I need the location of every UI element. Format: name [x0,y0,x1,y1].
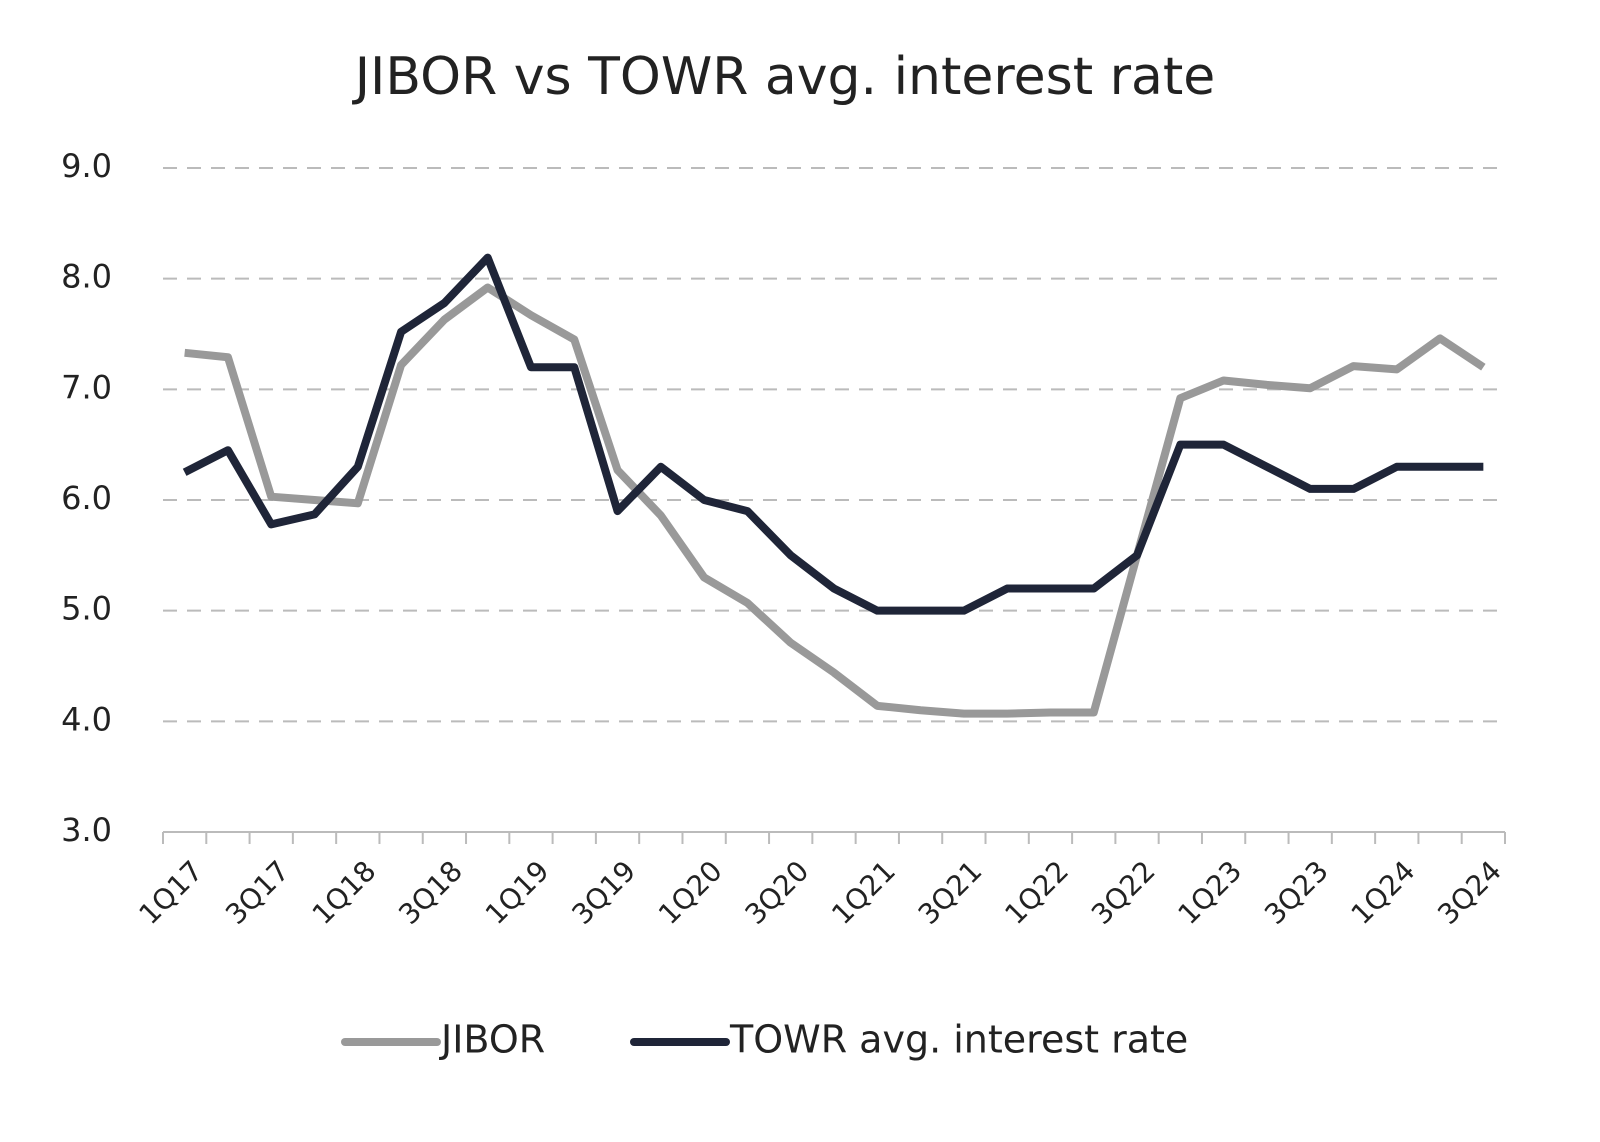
y-tick-label: 4.0 [61,700,112,738]
x-tick-label: 1Q24 [1345,854,1422,931]
x-tick-label: 1Q22 [998,854,1075,931]
line-series [182,253,1484,615]
y-tick-label: 3.0 [61,811,112,849]
x-tick-label: 1Q23 [1172,854,1249,931]
x-tick-label: 1Q17 [133,854,210,931]
y-tick-label: 9.0 [61,147,112,185]
x-tick-label: 3Q21 [912,854,989,931]
x-tick-label: 3Q24 [1431,854,1508,931]
legend-label: TOWR avg. interest rate [729,1018,1188,1062]
y-tick-label: 6.0 [61,479,112,517]
x-tick-label: 3Q22 [1085,854,1162,931]
line-series [184,283,1486,718]
x-tick-label: 1Q19 [479,854,556,931]
x-tick-label: 3Q23 [1258,854,1335,931]
chart-title: JIBOR vs TOWR avg. interest rate [352,47,1216,107]
legend-label: JIBOR [439,1018,545,1062]
y-tick-label: 5.0 [61,590,112,628]
x-tick-label: 3Q19 [565,854,642,931]
x-tick-label: 3Q20 [739,854,816,931]
x-tick-label: 3Q17 [219,854,296,931]
x-tick-label: 3Q18 [392,854,469,931]
x-tick-label: 1Q20 [652,854,729,931]
y-tick-label: 7.0 [61,368,112,406]
x-tick-label: 1Q18 [306,854,383,931]
y-tick-label: 8.0 [61,258,112,296]
x-tick-label: 1Q21 [825,854,902,931]
